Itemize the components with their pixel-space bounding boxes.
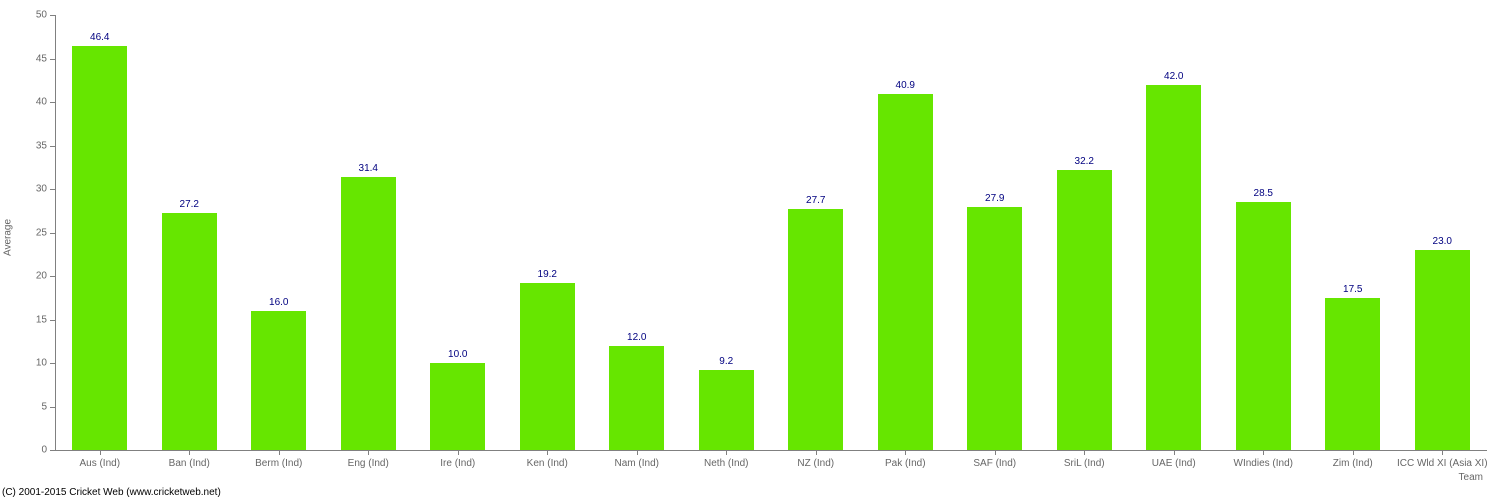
x-tick: [547, 450, 548, 455]
bar-value-label: 16.0: [269, 297, 288, 308]
x-tick-label: ICC Wld XI (Asia XI): [1397, 458, 1488, 469]
x-tick-label: Ire (Ind): [440, 458, 475, 469]
x-tick: [637, 450, 638, 455]
x-tick: [189, 450, 190, 455]
x-tick: [279, 450, 280, 455]
y-tick-label: 25: [25, 227, 47, 238]
y-tick: [50, 146, 55, 147]
bar-value-label: 10.0: [448, 349, 467, 360]
x-tick: [368, 450, 369, 455]
x-tick: [995, 450, 996, 455]
bar: [1236, 202, 1291, 450]
bar: [699, 370, 754, 450]
x-tick: [1263, 450, 1264, 455]
bar: [1325, 298, 1380, 450]
x-tick: [726, 450, 727, 455]
x-axis-title: Team: [55, 472, 1487, 483]
bar-value-label: 28.5: [1254, 188, 1273, 199]
y-axis-line: [55, 15, 56, 450]
bar: [878, 94, 933, 450]
bar: [430, 363, 485, 450]
bar: [967, 207, 1022, 450]
y-tick-label: 5: [25, 401, 47, 412]
x-tick-label: SAF (Ind): [973, 458, 1016, 469]
x-tick-label: Nam (Ind): [615, 458, 659, 469]
y-tick: [50, 15, 55, 16]
x-tick: [1084, 450, 1085, 455]
bar-value-label: 40.9: [896, 80, 915, 91]
bar: [72, 46, 127, 450]
x-tick-label: Zim (Ind): [1333, 458, 1373, 469]
x-tick-label: Aus (Ind): [79, 458, 120, 469]
x-tick: [905, 450, 906, 455]
y-tick-label: 40: [25, 97, 47, 108]
bar: [1415, 250, 1470, 450]
x-tick-label: Eng (Ind): [348, 458, 389, 469]
x-tick: [1174, 450, 1175, 455]
x-tick: [1442, 450, 1443, 455]
y-tick-label: 50: [25, 10, 47, 21]
y-tick: [50, 59, 55, 60]
y-tick: [50, 102, 55, 103]
bar: [162, 213, 217, 450]
y-tick: [50, 233, 55, 234]
x-tick-label: Neth (Ind): [704, 458, 748, 469]
copyright-text: (C) 2001-2015 Cricket Web (www.cricketwe…: [2, 487, 221, 498]
y-tick-label: 10: [25, 358, 47, 369]
x-tick: [458, 450, 459, 455]
y-tick: [50, 189, 55, 190]
bar-value-label: 46.4: [90, 32, 109, 43]
bar-value-label: 27.2: [180, 199, 199, 210]
bar: [609, 346, 664, 450]
y-tick-label: 45: [25, 53, 47, 64]
bar: [1057, 170, 1112, 450]
bar-value-label: 12.0: [627, 332, 646, 343]
y-tick-label: 15: [25, 314, 47, 325]
y-tick-label: 30: [25, 184, 47, 195]
x-tick-label: Berm (Ind): [255, 458, 302, 469]
bar-value-label: 27.7: [806, 195, 825, 206]
y-tick: [50, 276, 55, 277]
x-tick-label: UAE (Ind): [1152, 458, 1196, 469]
bar-value-label: 9.2: [719, 356, 733, 367]
x-tick-label: WIndies (Ind): [1234, 458, 1293, 469]
x-tick: [100, 450, 101, 455]
bar: [788, 209, 843, 450]
bar-value-label: 27.9: [985, 193, 1004, 204]
bar-value-label: 17.5: [1343, 284, 1362, 295]
x-tick-label: NZ (Ind): [797, 458, 834, 469]
chart-container: 0 5 10 15 20 25 30 35 40 45 50 Aus (Ind) Ban (Ind) B…: [0, 0, 1500, 500]
x-tick-label: Pak (Ind): [885, 458, 926, 469]
y-axis-title: Average: [3, 219, 14, 256]
x-tick-label: SriL (Ind): [1064, 458, 1105, 469]
bar-value-label: 42.0: [1164, 71, 1183, 82]
y-tick-label: 20: [25, 271, 47, 282]
y-tick: [50, 363, 55, 364]
bar: [1146, 85, 1201, 450]
bar: [251, 311, 306, 450]
y-tick: [50, 450, 55, 451]
y-tick-label: 35: [25, 140, 47, 151]
bar-value-label: 31.4: [359, 163, 378, 174]
y-tick: [50, 320, 55, 321]
bar: [341, 177, 396, 450]
x-tick-label: Ken (Ind): [527, 458, 568, 469]
y-tick: [50, 407, 55, 408]
y-tick-label: 0: [25, 445, 47, 456]
bar-value-label: 32.2: [1075, 156, 1094, 167]
x-tick-label: Ban (Ind): [169, 458, 210, 469]
x-tick: [816, 450, 817, 455]
bar: [520, 283, 575, 450]
bar-value-label: 19.2: [538, 269, 557, 280]
x-axis-line: [55, 450, 1487, 451]
x-tick: [1353, 450, 1354, 455]
bar-value-label: 23.0: [1433, 236, 1452, 247]
